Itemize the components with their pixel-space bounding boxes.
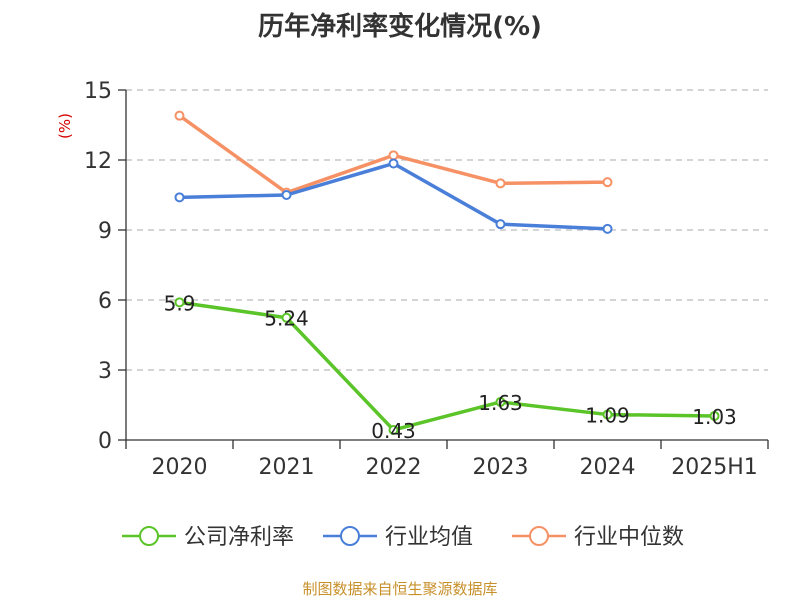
- x-tick-label: 2024: [580, 455, 636, 480]
- x-tick-label: 2023: [473, 455, 529, 480]
- legend-label-company: 公司净利率: [184, 525, 294, 550]
- data-point-company: [602, 409, 613, 420]
- y-tick-label: 15: [84, 79, 112, 104]
- chart-title: 历年净利率变化情况(%): [258, 12, 542, 42]
- legend-marker-company: [139, 526, 159, 546]
- axes: 0 3 6 9 12 15 (%) 2020 2021 2022 2023 2024 2025H1: [56, 79, 769, 480]
- data-label-company: 5.9: [164, 291, 196, 315]
- data-point-industry_avg: [388, 158, 399, 169]
- data-point-industry_avg: [174, 192, 185, 203]
- data-point-industry_median: [602, 177, 613, 188]
- data-labels: 5.9 5.24 0.43 1.63 1.09 1.03: [164, 291, 737, 443]
- grid-lines: [126, 89, 768, 371]
- source-note: 制图数据来自恒生聚源数据库: [302, 580, 498, 598]
- y-tick-label: 6: [98, 289, 112, 314]
- data-point-company: [495, 396, 506, 407]
- legend: 公司净利率 行业均值 行业中位数: [122, 525, 684, 550]
- x-tick-label: 2025H1: [671, 455, 758, 480]
- series-lines: [174, 110, 720, 435]
- y-axis-unit-label: (%): [56, 113, 74, 139]
- x-tick-label: 2021: [259, 455, 315, 480]
- data-label-company: 1.03: [692, 405, 737, 429]
- y-tick-label: 0: [98, 429, 112, 454]
- data-point-company: [281, 312, 292, 323]
- data-point-industry_median: [174, 110, 185, 121]
- data-point-company: [709, 410, 720, 421]
- series-line-industry_avg: [179, 161, 608, 231]
- legend-marker-industry_avg: [340, 526, 360, 546]
- legend-label-industry_avg: 行业均值: [385, 525, 473, 550]
- data-point-company: [174, 297, 185, 308]
- data-point-company: [388, 424, 399, 435]
- data-label-company: 5.24: [264, 307, 309, 331]
- legend-marker-industry_median: [529, 526, 549, 546]
- legend-label-industry_median: 行业中位数: [574, 525, 684, 550]
- x-tick-label: 2020: [152, 455, 208, 480]
- data-point-industry_avg: [602, 223, 613, 234]
- data-label-company: 1.63: [478, 391, 523, 415]
- data-point-industry_avg: [495, 219, 506, 230]
- series-line-company: [179, 300, 715, 432]
- x-tick-label: 2022: [366, 455, 422, 480]
- y-tick-label: 12: [84, 149, 112, 174]
- data-label-company: 1.09: [585, 404, 630, 428]
- data-point-industry_avg: [281, 190, 292, 200]
- y-tick-label: 3: [98, 359, 112, 384]
- data-label-company: 0.43: [371, 419, 416, 443]
- data-point-industry_median: [495, 178, 506, 189]
- y-tick-label: 9: [98, 219, 112, 244]
- data-point-industry_median: [388, 150, 399, 161]
